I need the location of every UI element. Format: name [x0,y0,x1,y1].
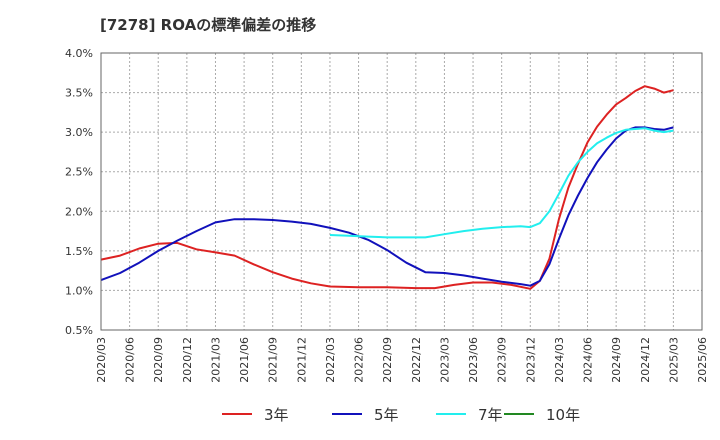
y-tick-label: 0.5% [65,324,93,337]
legend-swatch [222,413,252,415]
legend-swatch [332,413,362,415]
x-axis-tick-labels: 2020/03 2020/06 2020/09 2020/12 2021/03 2021/… [95,337,709,383]
y-tick-label: 4.0% [65,47,93,60]
x-tick-label: 2020/09 [152,337,165,383]
plot-frame [100,52,703,331]
y-tick-label: 1.5% [65,245,93,258]
x-tick-label: 2022/12 [410,337,423,383]
y-tick-label: 1.0% [65,284,93,297]
plot-area-border [100,52,703,331]
y-tick-label: 3.5% [65,87,93,100]
series-line-5年 [100,126,674,287]
x-tick-label: 2025/06 [696,337,709,383]
series-line-7年 [329,127,674,239]
y-tick-label: 2.0% [65,205,93,218]
x-tick-label: 2022/03 [324,337,337,383]
y-tick-label: 2.5% [65,166,93,179]
x-tick-label: 2021/12 [295,337,308,383]
legend-label: 3年 [264,405,289,424]
series-line-3年 [100,85,674,290]
legend-item-7年: 7年 [436,400,503,428]
legend-item-3年: 3年 [222,400,289,428]
x-tick-label: 2021/06 [238,337,251,383]
legend-item-5年: 5年 [332,400,399,428]
x-tick-label: 2023/09 [496,337,509,383]
legend-item-10年: 10年 [504,400,580,428]
x-tick-label: 2021/09 [267,337,280,383]
x-tick-label: 2024/12 [639,337,652,383]
x-tick-label: 2022/06 [353,337,366,383]
legend-label: 10年 [546,405,581,424]
legend-swatch [436,413,466,415]
x-tick-label: 2024/03 [553,337,566,383]
legend: 3年 5年 7年 10年 [0,400,720,428]
x-tick-label: 2021/03 [209,337,222,383]
series-lines [100,85,674,290]
x-tick-label: 2023/12 [524,337,537,383]
x-tick-label: 2023/03 [438,337,451,383]
x-tick-label: 2025/03 [667,337,680,383]
legend-label: 5年 [374,405,399,424]
chart-title: [7278] ROAの標準偏差の推移 [100,16,317,34]
x-tick-label: 2020/12 [181,337,194,383]
x-tick-label: 2020/06 [124,337,137,383]
legend-label: 7年 [478,405,503,424]
y-tick-label: 3.0% [65,126,93,139]
y-axis-tick-labels: 0.5% 1.0% 1.5% 2.0% 2.5% 3.0% 3.5% 4.0% [65,47,93,337]
legend-swatch [504,413,534,415]
x-tick-label: 2024/09 [610,337,623,383]
x-tick-label: 2023/06 [467,337,480,383]
x-tick-label: 2020/03 [95,337,108,383]
x-tick-label: 2022/09 [381,337,394,383]
line-chart: 0.5% 1.0% 1.5% 2.0% 2.5% 3.0% 3.5% 4.0% 2020/03… [65,47,709,383]
x-tick-label: 2024/06 [582,337,595,383]
